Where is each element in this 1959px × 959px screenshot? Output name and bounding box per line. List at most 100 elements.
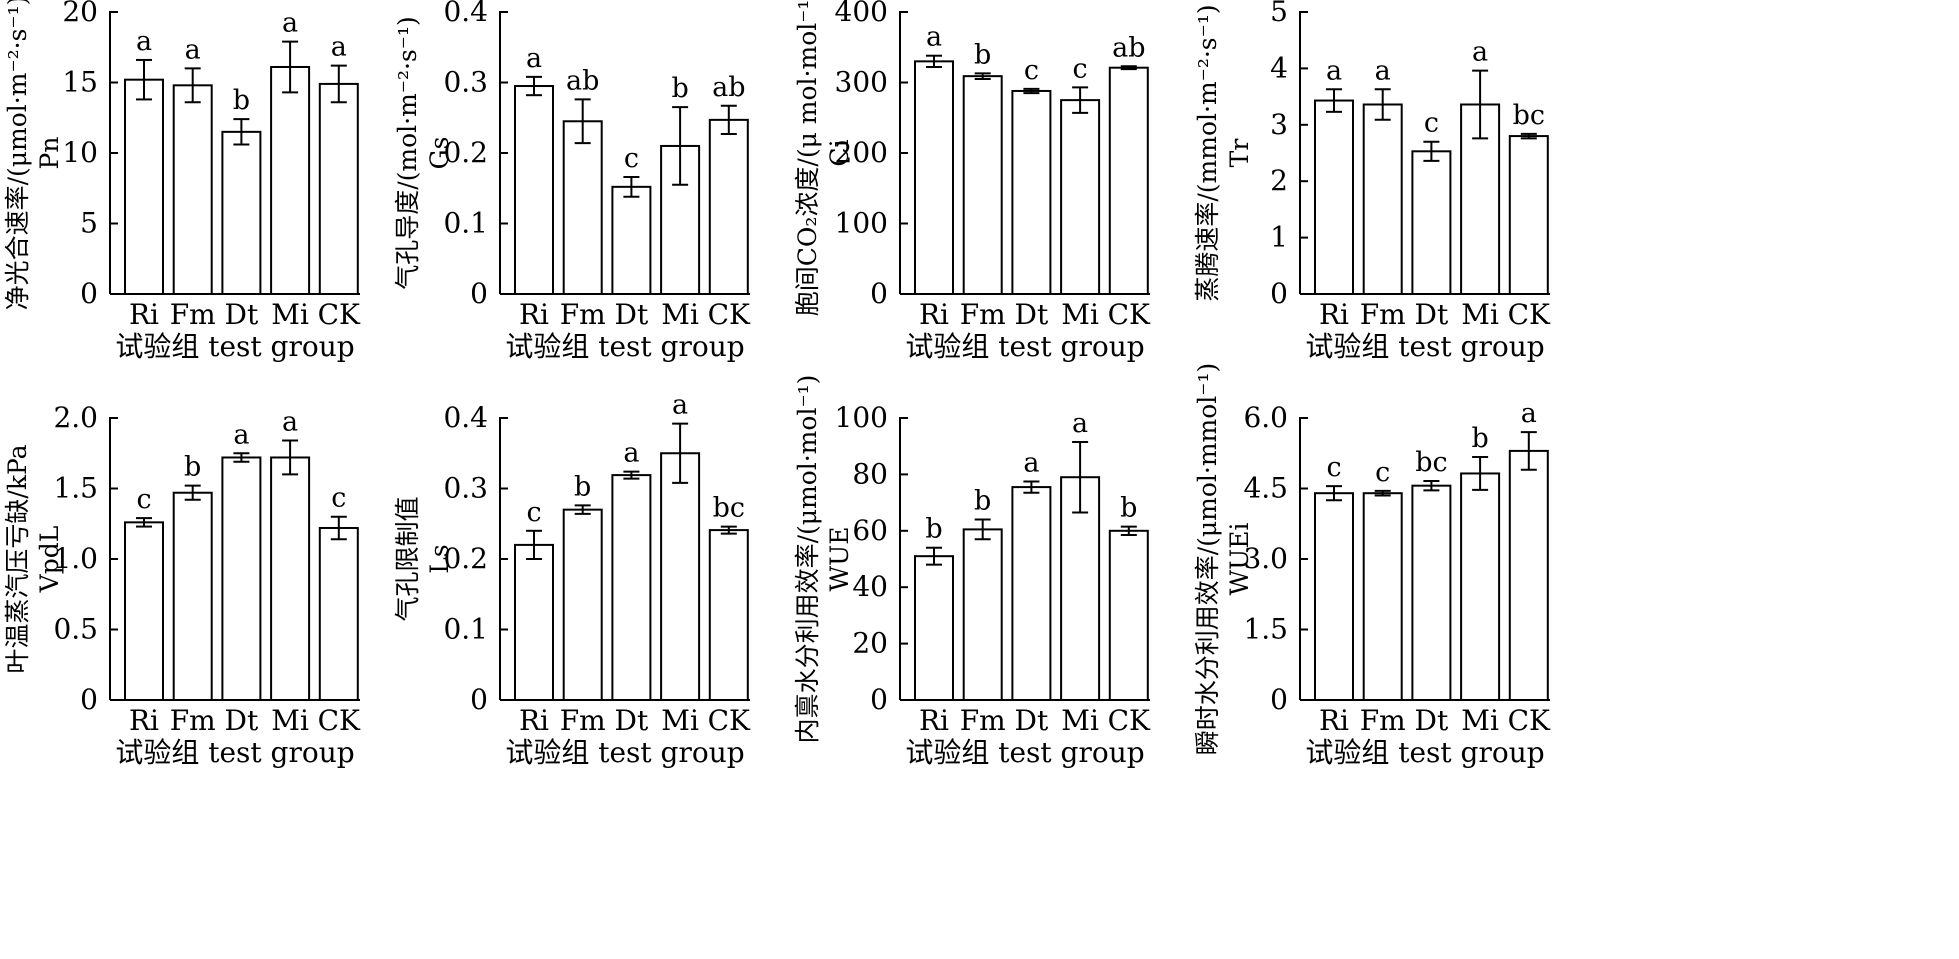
x-tick-label: Dt (225, 704, 259, 737)
y-axis-title: 蒸腾速率/(mmol·m⁻²·s⁻¹) (1193, 4, 1222, 301)
bar-fm (962, 75, 1003, 295)
significance-letter: c (526, 497, 541, 528)
y-tick-label: 0.4 (443, 401, 488, 434)
y-axis-title: Pn (35, 137, 64, 170)
significance-letter: a (1521, 398, 1537, 429)
bar-ck (318, 526, 359, 701)
bar-fm (562, 508, 603, 701)
y-tick-label: 0.4 (443, 0, 488, 28)
significance-letter: a (1375, 55, 1391, 86)
y-tick-label: 100 (835, 207, 888, 240)
x-tick-label: Mi (1061, 298, 1099, 331)
y-tick-label: 100 (835, 401, 888, 434)
x-tick-label: Dt (615, 704, 649, 737)
x-axis-title: 试验组 test group (905, 330, 1144, 363)
x-tick-label: Mi (1461, 298, 1499, 331)
y-tick-label: 80 (852, 457, 888, 490)
significance-letter: b (184, 452, 201, 483)
significance-letter: c (1375, 457, 1390, 488)
significance-letter: ab (566, 65, 599, 96)
y-tick-label: 0 (1270, 683, 1288, 716)
y-tick-label: 0.3 (443, 472, 488, 505)
bar-fm (1362, 103, 1403, 295)
y-tick-label: 6.0 (1243, 401, 1288, 434)
y-tick-label: 3 (1270, 108, 1288, 141)
x-axis-title: 试验组 test group (115, 330, 354, 363)
bar-ri (1314, 492, 1354, 702)
bar-ck (708, 118, 749, 295)
y-tick-label: 0 (1270, 277, 1288, 310)
significance-letter: b (574, 471, 591, 502)
bar-ck (1508, 135, 1549, 295)
significance-letter: a (526, 43, 542, 74)
significance-letter: b (1120, 493, 1137, 524)
x-tick-label: Ri (519, 298, 549, 331)
y-tick-label: 4 (1270, 51, 1288, 84)
significance-letter: b (671, 73, 688, 104)
y-axis-title: 瞬时水分利用效率/(μmol·mmol⁻¹) (1193, 363, 1222, 756)
x-tick-label: CK (1108, 298, 1151, 331)
significance-letter: b (974, 486, 991, 517)
y-axis-title: WUE (825, 526, 854, 591)
bar-mi (1060, 99, 1101, 295)
bar-fm (172, 84, 213, 295)
significance-letter: ab (712, 72, 745, 103)
significance-letter: a (136, 26, 152, 57)
significance-letter: a (1072, 408, 1088, 439)
y-tick-label: 15 (62, 66, 98, 99)
bar-ri (514, 85, 554, 296)
significance-letter: a (1326, 55, 1342, 86)
y-tick-label: 0 (80, 683, 98, 716)
y-tick-label: 4.5 (1243, 472, 1288, 505)
bar-ck (318, 82, 359, 295)
significance-letter: b (1471, 423, 1488, 454)
y-tick-label: 300 (835, 66, 888, 99)
y-axis-title: Ls (425, 544, 454, 573)
bar-mi (270, 456, 311, 702)
x-tick-label: CK (1508, 704, 1551, 737)
significance-letter: b (233, 85, 250, 116)
significance-letter: bc (1513, 100, 1545, 131)
y-tick-label: 400 (835, 0, 888, 28)
x-tick-label: Fm (170, 298, 216, 331)
bar-ck (1508, 449, 1549, 701)
x-tick-label: Mi (271, 704, 309, 737)
significance-letter: ab (1112, 32, 1145, 63)
y-axis-title: Ci (825, 139, 854, 166)
bar-fm (172, 491, 213, 702)
x-tick-label: Dt (1015, 298, 1049, 331)
bar-ri (514, 543, 554, 702)
significance-letter: c (1424, 108, 1439, 139)
y-tick-label: 10 (62, 136, 98, 169)
x-axis-title: 试验组 test group (115, 736, 354, 769)
significance-letter: c (331, 483, 346, 514)
y-axis-title: 净光合速率/(μmol·m⁻²·s⁻¹) (3, 0, 32, 310)
significance-letter: b (974, 39, 991, 70)
y-tick-label: 0.2 (443, 542, 488, 575)
y-tick-label: 60 (852, 514, 888, 547)
x-tick-label: CK (1108, 704, 1151, 737)
y-tick-label: 5 (1270, 0, 1288, 28)
y-tick-label: 200 (835, 136, 888, 169)
y-tick-label: 0 (870, 277, 888, 310)
y-tick-label: 3.0 (1243, 542, 1288, 575)
bar-ri (914, 60, 954, 295)
x-axis-title: 试验组 test group (905, 736, 1144, 769)
y-axis-title: Gs (425, 137, 454, 170)
significance-letter: a (623, 438, 639, 469)
x-tick-label: Ri (919, 298, 949, 331)
bar-ri (914, 555, 954, 701)
x-tick-label: Fm (560, 704, 606, 737)
x-tick-label: Fm (170, 704, 216, 737)
y-tick-label: 0.1 (443, 613, 488, 646)
x-tick-label: Ri (1319, 704, 1349, 737)
x-tick-label: Ri (519, 704, 549, 737)
bar-fm (962, 528, 1003, 702)
